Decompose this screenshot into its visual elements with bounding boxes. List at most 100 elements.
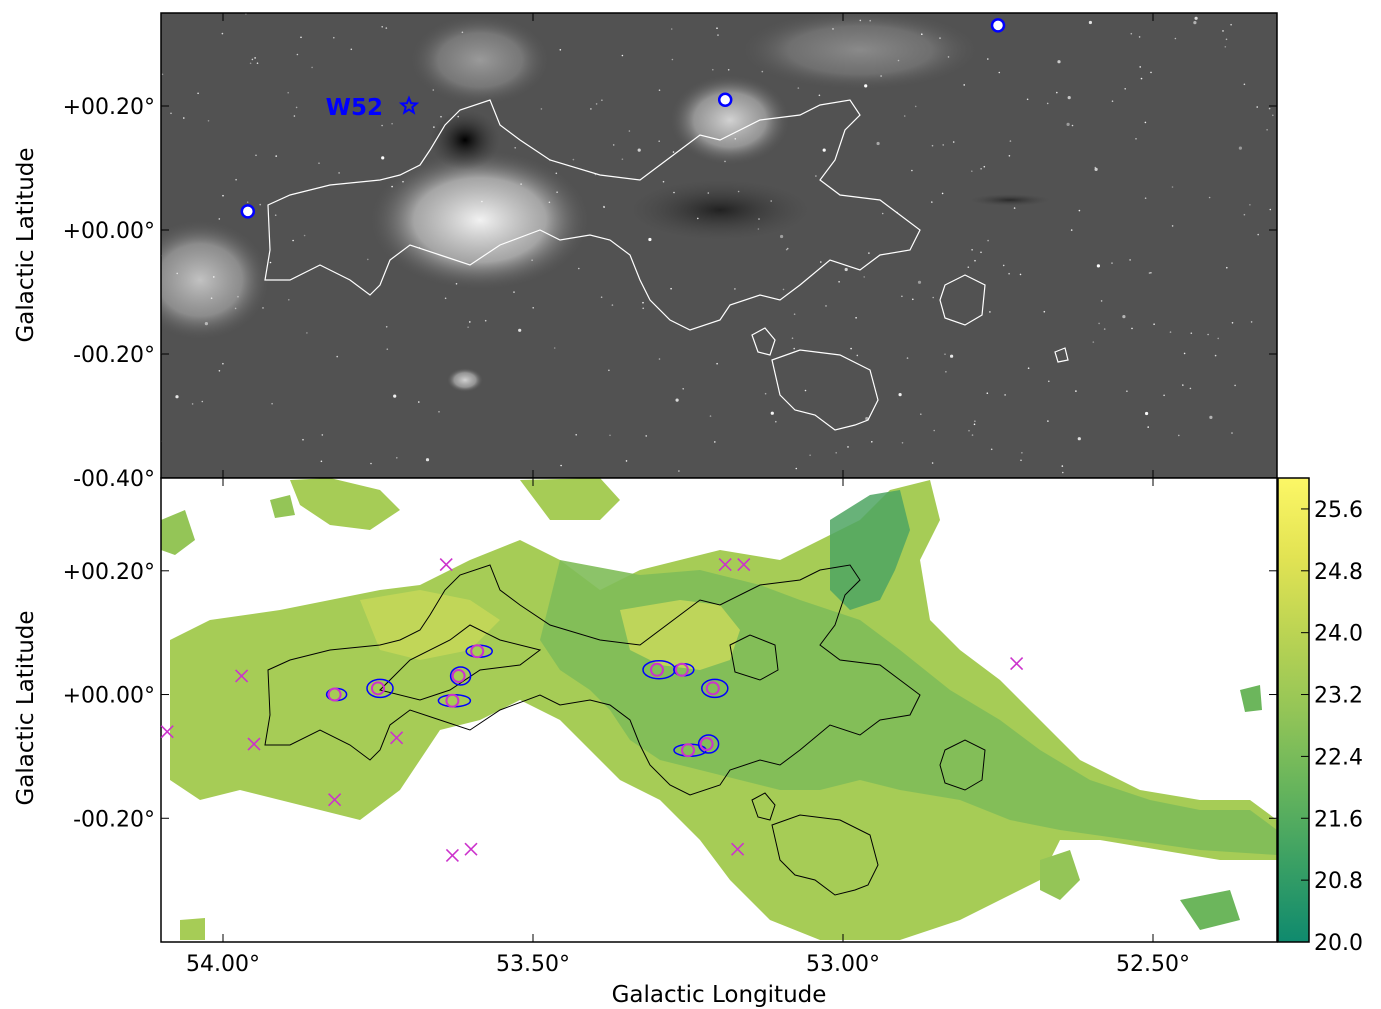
ytick-label: -00.40° [73,467,155,492]
star [670,28,673,30]
star [218,370,221,372]
star [1150,71,1152,74]
star [176,272,178,275]
bottom-contour [939,739,986,791]
map-region [780,810,890,910]
star [980,251,982,254]
star [942,144,944,146]
star [433,126,435,128]
star [1257,233,1259,236]
star [974,420,976,423]
star [898,393,902,397]
top-panel: +00.20° +00.00° -00.20° -00.40° W52 Galacti… [13,12,1278,492]
star [797,87,800,89]
star [1098,322,1100,325]
star [717,34,719,36]
source-circle [240,204,256,219]
star [1208,196,1211,199]
bottom-ylabel: Galactic Latitude [13,610,39,805]
source-circle [681,743,695,758]
star [391,122,393,125]
star [901,442,904,444]
star [944,353,946,356]
x-marker-stroke [235,669,249,683]
star [737,190,740,193]
star [987,239,989,242]
star [425,458,430,462]
star [856,354,859,357]
star [963,84,965,86]
x-marker-stroke [390,731,404,745]
star [234,307,237,310]
star [457,115,460,118]
bottom-panel-ticks [161,478,1277,942]
star [621,158,624,160]
star [1214,354,1217,357]
star [1057,60,1061,64]
dark-cloud [430,110,500,170]
star [869,19,871,22]
source-circle [371,681,385,696]
star [815,175,817,177]
star [520,183,522,185]
star [1268,107,1271,110]
star [1189,387,1192,390]
star [864,84,868,88]
star [911,169,913,172]
star [625,460,628,462]
star [197,92,199,95]
star [467,326,469,329]
star [213,276,215,278]
star [945,371,947,373]
star [440,115,442,118]
star [931,462,934,464]
star [1070,229,1073,231]
xtick-label: 53.50° [496,952,570,977]
star [761,70,764,73]
colorbar-tick-label: 20.8 [1314,869,1363,894]
star [385,27,388,29]
star [1147,426,1149,428]
bottom-panel-ytick-labels: +00.20° +00.00° -00.20° [63,560,155,832]
x-marker [439,558,453,572]
colorbar-ticks: 20.0 20.8 21.6 22.4 23.2 24.0 24.8 25.6 [1301,498,1363,956]
star [734,288,736,290]
star [881,212,884,215]
top-contour [1054,347,1069,363]
star [1047,420,1049,422]
star [381,26,384,28]
star [671,58,674,61]
nebula-glow [410,15,550,105]
star [850,347,852,350]
top-panel-circles [240,18,1006,219]
x-marker-stroke [445,848,459,862]
star [218,218,221,220]
star [255,154,257,157]
star [292,239,294,242]
colorbar-gradient [1277,477,1310,943]
star [897,59,900,62]
star [393,394,397,398]
star [1209,415,1213,419]
source-circle [445,693,460,708]
star [1150,272,1152,274]
star [575,434,577,436]
dense-clump-contour [697,734,720,754]
colorbar-tick-label: 21.6 [1314,807,1363,832]
colorbar: 20.0 20.8 21.6 22.4 23.2 24.0 24.8 25.6 [1277,477,1363,956]
star [1061,465,1064,467]
star [678,470,680,472]
star [645,435,647,437]
star [1243,83,1246,86]
star [804,389,807,392]
star [709,415,712,417]
star [222,194,224,197]
star [287,91,290,94]
star [555,172,558,175]
star [920,413,922,416]
star [560,464,562,467]
star [1234,384,1236,387]
star [658,358,661,360]
bottom-panel-x-markers [160,558,1024,862]
star [642,307,644,310]
